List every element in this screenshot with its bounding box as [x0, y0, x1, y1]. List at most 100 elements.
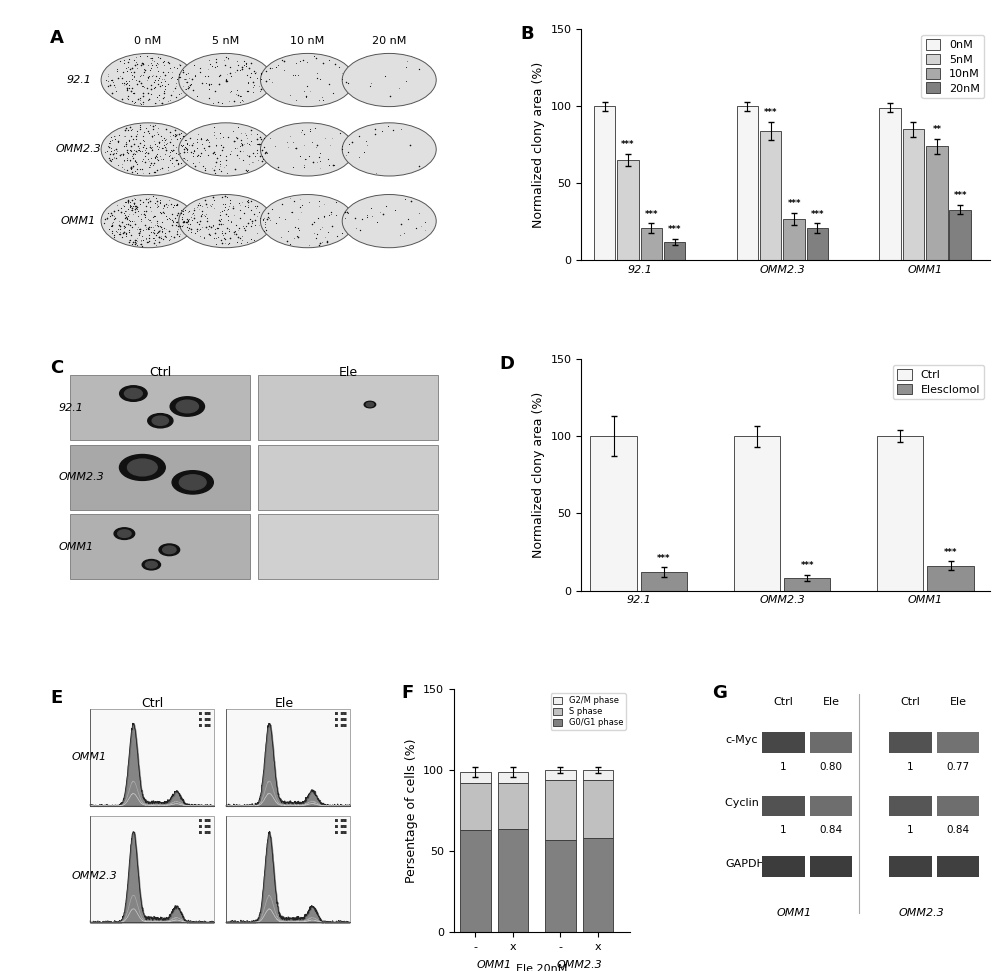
Bar: [70, 376, 250, 440]
Text: OMM1: OMM1: [777, 908, 812, 918]
Circle shape: [366, 402, 374, 407]
Bar: [545, 770, 576, 780]
Bar: [734, 436, 780, 590]
Bar: [70, 445, 250, 510]
Text: 92.1: 92.1: [58, 403, 83, 413]
Circle shape: [364, 401, 376, 408]
Circle shape: [145, 561, 157, 568]
Text: OMM2.3: OMM2.3: [58, 472, 104, 483]
Bar: [460, 830, 491, 932]
Text: GAPDH: GAPDH: [725, 859, 765, 869]
Circle shape: [342, 53, 436, 107]
Bar: [783, 218, 805, 260]
Text: 20 nM: 20 nM: [372, 36, 406, 46]
Legend: Ctrl, Elesclomol: Ctrl, Elesclomol: [893, 365, 984, 399]
Text: Ele: Ele: [339, 366, 358, 379]
Bar: [877, 436, 923, 590]
Circle shape: [114, 528, 135, 540]
Bar: [641, 228, 662, 260]
Text: OMM2.3: OMM2.3: [898, 908, 944, 918]
Bar: [889, 856, 932, 877]
Bar: [617, 160, 639, 260]
Text: Cyclin D1: Cyclin D1: [725, 798, 778, 809]
Text: Ctrl: Ctrl: [901, 696, 921, 707]
Legend: 0nM, 5nM, 10nM, 20nM: 0nM, 5nM, 10nM, 20nM: [921, 35, 984, 98]
Bar: [641, 572, 687, 590]
Bar: [594, 106, 615, 260]
Bar: [583, 780, 613, 838]
Bar: [545, 780, 576, 840]
Bar: [810, 795, 852, 817]
Text: ***: ***: [800, 561, 814, 571]
Text: OMM1: OMM1: [477, 959, 512, 970]
Circle shape: [179, 194, 273, 248]
Bar: [258, 445, 438, 510]
Circle shape: [170, 397, 204, 417]
Legend: G2/M phase, S phase, G0/G1 phase: G2/M phase, S phase, G0/G1 phase: [551, 693, 626, 729]
Bar: [810, 732, 852, 753]
Circle shape: [152, 417, 169, 425]
Bar: [807, 228, 828, 260]
Bar: [879, 108, 901, 260]
Text: OMM2.3: OMM2.3: [556, 959, 602, 970]
Text: G: G: [712, 685, 727, 702]
Bar: [926, 147, 948, 260]
Bar: [762, 795, 805, 817]
Circle shape: [260, 53, 354, 107]
Y-axis label: Normalized clony area (%): Normalized clony area (%): [532, 62, 545, 228]
Text: ***: ***: [645, 210, 658, 218]
Text: Ele: Ele: [275, 696, 294, 710]
Bar: [927, 566, 974, 590]
Bar: [903, 129, 924, 260]
Circle shape: [342, 194, 436, 248]
Circle shape: [163, 546, 176, 553]
Circle shape: [260, 122, 354, 176]
Text: C: C: [50, 359, 63, 377]
Text: Ele: Ele: [950, 696, 967, 707]
Bar: [258, 376, 438, 440]
Text: ■ ■■
■ ■■
■ ■■: ■ ■■ ■ ■■ ■ ■■: [199, 711, 211, 727]
Bar: [70, 515, 250, 579]
Text: 0.77: 0.77: [947, 761, 970, 772]
Text: 0 nM: 0 nM: [134, 36, 162, 46]
Text: ***: ***: [953, 191, 967, 200]
Text: 0.84: 0.84: [947, 824, 970, 835]
Bar: [949, 210, 971, 260]
Bar: [226, 709, 350, 806]
Bar: [889, 732, 932, 753]
Bar: [937, 856, 979, 877]
Text: ***: ***: [621, 141, 635, 150]
Text: 1: 1: [780, 824, 787, 835]
Text: ***: ***: [668, 225, 681, 234]
Text: OMM2.3: OMM2.3: [56, 145, 101, 154]
Bar: [737, 106, 758, 260]
Circle shape: [179, 475, 206, 490]
Bar: [498, 784, 528, 828]
Text: ■ ■■
■ ■■
■ ■■: ■ ■■ ■ ■■ ■ ■■: [335, 818, 346, 835]
Text: 1: 1: [907, 824, 914, 835]
Text: Ctrl: Ctrl: [141, 696, 163, 710]
Bar: [937, 795, 979, 817]
Circle shape: [179, 53, 273, 107]
Circle shape: [118, 530, 131, 537]
Bar: [498, 828, 528, 932]
Circle shape: [101, 122, 195, 176]
Bar: [258, 515, 438, 579]
Circle shape: [179, 122, 273, 176]
Text: E: E: [50, 689, 62, 707]
Circle shape: [172, 471, 213, 494]
Text: B: B: [520, 24, 534, 43]
Text: ■ ■■
■ ■■
■ ■■: ■ ■■ ■ ■■ ■ ■■: [335, 711, 346, 727]
Text: 0.84: 0.84: [820, 824, 843, 835]
Text: Ctrl: Ctrl: [149, 366, 171, 379]
Bar: [664, 242, 685, 260]
Text: 0.80: 0.80: [820, 761, 843, 772]
Y-axis label: Normalized clony area (%): Normalized clony area (%): [532, 391, 545, 558]
Bar: [760, 131, 781, 260]
Bar: [889, 795, 932, 817]
Text: Ele 20nM: Ele 20nM: [516, 964, 568, 971]
Text: 1: 1: [907, 761, 914, 772]
Circle shape: [176, 400, 198, 413]
Text: c-Myc: c-Myc: [725, 735, 758, 746]
Circle shape: [148, 414, 173, 428]
